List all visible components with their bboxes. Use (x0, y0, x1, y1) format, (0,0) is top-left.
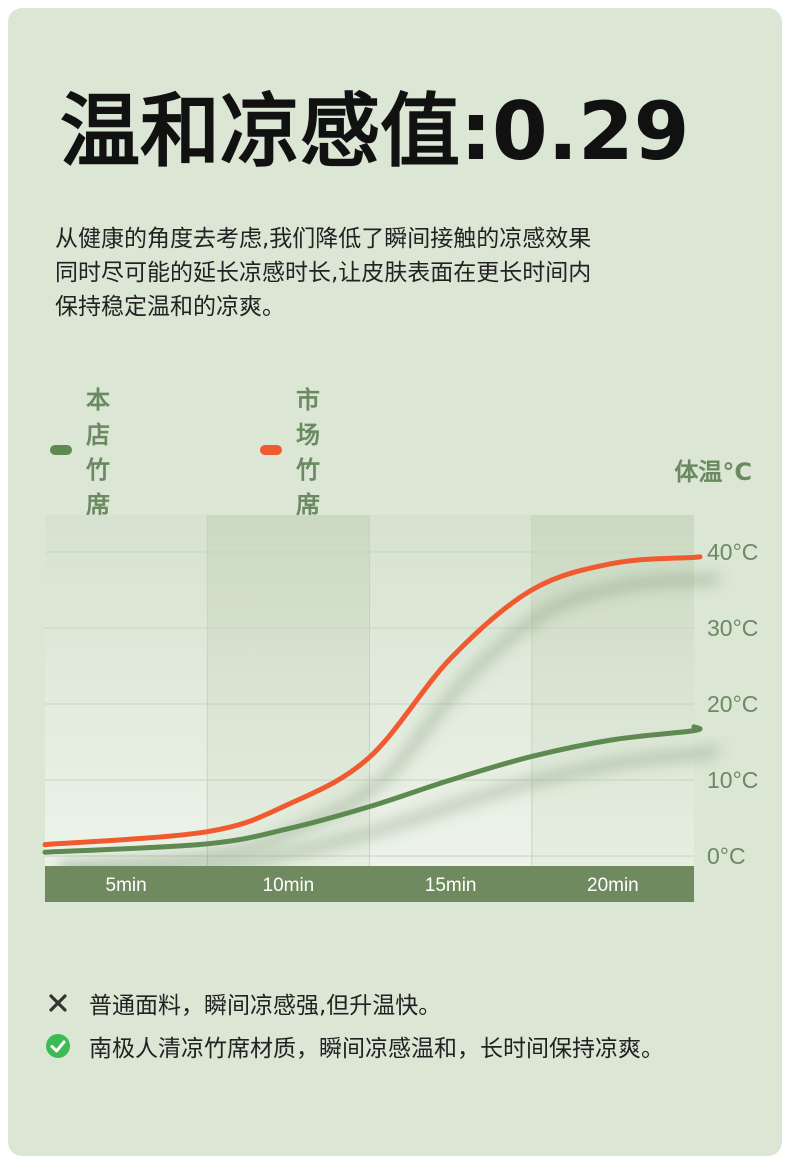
description-line: 同时尽可能的延长凉感时长,让皮肤表面在更长时间内 (55, 260, 592, 286)
y-tick-label: 20°C (707, 691, 758, 717)
series-shadow (58, 743, 719, 880)
x-tick-label: 15min (425, 875, 477, 896)
note-row-market: 普通面料，瞬间凉感强,但升温快。 (45, 984, 765, 1022)
legend-label: 市场竹席 (296, 385, 321, 519)
legend-item-market: 市场竹席 (260, 385, 343, 519)
note-text: 南极人清凉竹席材质，瞬间凉感温和，长时间保持凉爽。 (89, 1036, 664, 1062)
series-shadow (58, 573, 719, 872)
x-tick-label: 5min (106, 875, 147, 896)
legend-swatch-market (260, 445, 283, 455)
x-tick-label: 20min (587, 875, 639, 896)
x-axis-bar (45, 866, 694, 902)
series-line-market (42, 554, 703, 848)
y-tick-label: 10°C (707, 767, 758, 793)
legend-swatch-ours (50, 445, 73, 455)
legend-label: 本店竹席 (86, 385, 111, 519)
y-tick-label: 30°C (707, 615, 758, 641)
y-axis-unit: 体温°C (674, 458, 752, 486)
x-tick-label: 10min (263, 875, 315, 896)
description-line: 保持稳定温和的凉爽。 (55, 294, 285, 320)
chart-band (531, 515, 694, 866)
note-row-ours: 南极人清凉竹席材质，瞬间凉感温和，长时间保持凉爽。 (45, 1027, 765, 1065)
comparison-notes: 普通面料，瞬间凉感强,但升温快。 南极人清凉竹席材质，瞬间凉感温和，长时间保持凉… (45, 984, 765, 1070)
page-title: 温和凉感值:0.29 (60, 85, 690, 178)
check-circle-icon (45, 1033, 71, 1059)
description-line: 从健康的角度去考虑,我们降低了瞬间接触的凉感效果 (55, 226, 592, 252)
note-text: 普通面料，瞬间凉感强,但升温快。 (89, 993, 442, 1019)
y-tick-label: 0°C (707, 843, 746, 869)
y-tick-label: 40°C (707, 539, 758, 565)
legend-item-ours: 本店竹席 (50, 385, 133, 519)
series-line-ours (42, 724, 703, 855)
close-icon (45, 990, 71, 1016)
description: 从健康的角度去考虑,我们降低了瞬间接触的凉感效果 同时尽可能的延长凉感时长,让皮… (55, 222, 695, 324)
chart-band (45, 515, 208, 866)
